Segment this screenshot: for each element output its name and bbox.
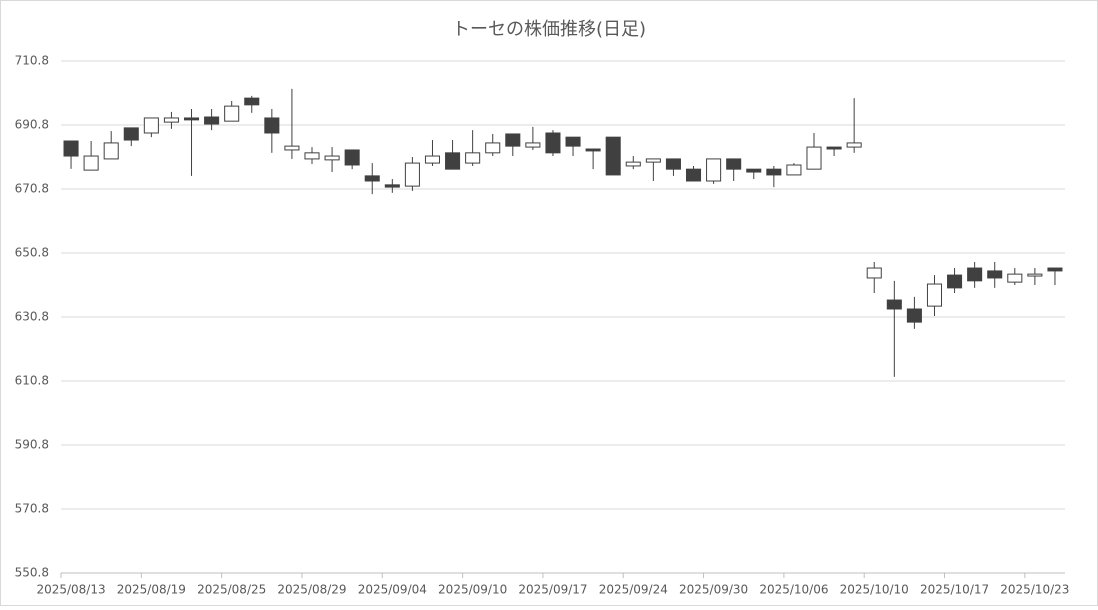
candle-body	[344, 149, 360, 166]
candle-body	[384, 184, 400, 188]
x-tick-label: 2025/09/24	[599, 583, 668, 597]
y-tick-label: 550.8	[15, 566, 49, 580]
candle-body	[565, 136, 581, 147]
candle-body	[665, 158, 681, 170]
candle-body	[244, 97, 260, 106]
candle-body	[886, 299, 902, 310]
candle-body	[505, 133, 521, 147]
candle-body	[806, 146, 822, 170]
x-tick-label: 2025/09/17	[518, 583, 587, 597]
candle-body	[324, 155, 340, 161]
candle-body	[545, 132, 561, 154]
candle-body	[726, 158, 742, 170]
candle-body	[123, 127, 139, 141]
candle-body	[63, 140, 79, 157]
y-tick-label: 670.8	[15, 182, 49, 196]
candle-body	[987, 270, 1003, 279]
x-tick-label: 2025/10/23	[1000, 583, 1069, 597]
candle-body	[786, 164, 802, 176]
candle-body	[143, 117, 159, 134]
candle-body	[706, 158, 722, 182]
candle-body	[183, 117, 200, 121]
candle-body	[103, 142, 119, 160]
x-tick-label: 2025/09/10	[438, 583, 507, 597]
candle-body	[926, 283, 943, 307]
x-tick-label: 2025/10/06	[759, 583, 828, 597]
candle-body	[284, 145, 300, 151]
candle-body	[224, 105, 240, 122]
x-tick-label: 2025/09/04	[358, 583, 427, 597]
candle-body	[625, 161, 641, 167]
candle-body	[264, 117, 280, 134]
candle-body	[445, 152, 461, 170]
candle-body	[525, 142, 541, 148]
y-tick-label: 690.8	[15, 118, 49, 132]
x-tick-label: 2025/10/10	[840, 583, 909, 597]
x-tick-label: 2025/08/25	[197, 583, 266, 597]
candle-body	[866, 267, 882, 279]
candle-body	[685, 168, 702, 182]
x-tick-label: 2025/09/30	[679, 583, 748, 597]
candle-body	[1027, 273, 1043, 277]
candle-body	[83, 155, 99, 171]
candle-body	[947, 274, 963, 289]
x-tick-label: 2025/08/13	[36, 583, 105, 597]
candle-body	[766, 168, 782, 176]
candle-body	[585, 148, 601, 152]
candle-body	[906, 308, 922, 323]
y-tick-label: 570.8	[15, 502, 49, 516]
y-tick-label: 610.8	[15, 374, 49, 388]
candle-body	[645, 158, 661, 163]
candle-body	[204, 116, 220, 125]
candle-body	[826, 146, 842, 150]
y-tick-label: 630.8	[15, 310, 49, 324]
x-tick-label: 2025/10/17	[920, 583, 989, 597]
candle-body	[605, 136, 621, 176]
candle-body	[304, 152, 320, 160]
candle-body	[967, 267, 983, 282]
y-tick-label: 590.8	[15, 438, 49, 452]
y-tick-label: 710.8	[15, 54, 49, 68]
x-tick-label: 2025/08/19	[117, 583, 186, 597]
candle-body	[404, 162, 420, 187]
candle-body	[846, 142, 862, 148]
chart-title: トーセの株価推移(日足)	[452, 19, 646, 40]
x-tick-label: 2025/08/29	[277, 583, 346, 597]
candle-body	[746, 168, 762, 173]
candle-body	[485, 142, 501, 154]
candle-body	[364, 175, 380, 182]
y-tick-label: 650.8	[15, 246, 49, 260]
candle-body	[1007, 273, 1023, 283]
candle-body	[163, 117, 179, 123]
candle-body	[1047, 267, 1063, 272]
candle-body	[424, 155, 441, 164]
candle-body	[465, 152, 481, 164]
